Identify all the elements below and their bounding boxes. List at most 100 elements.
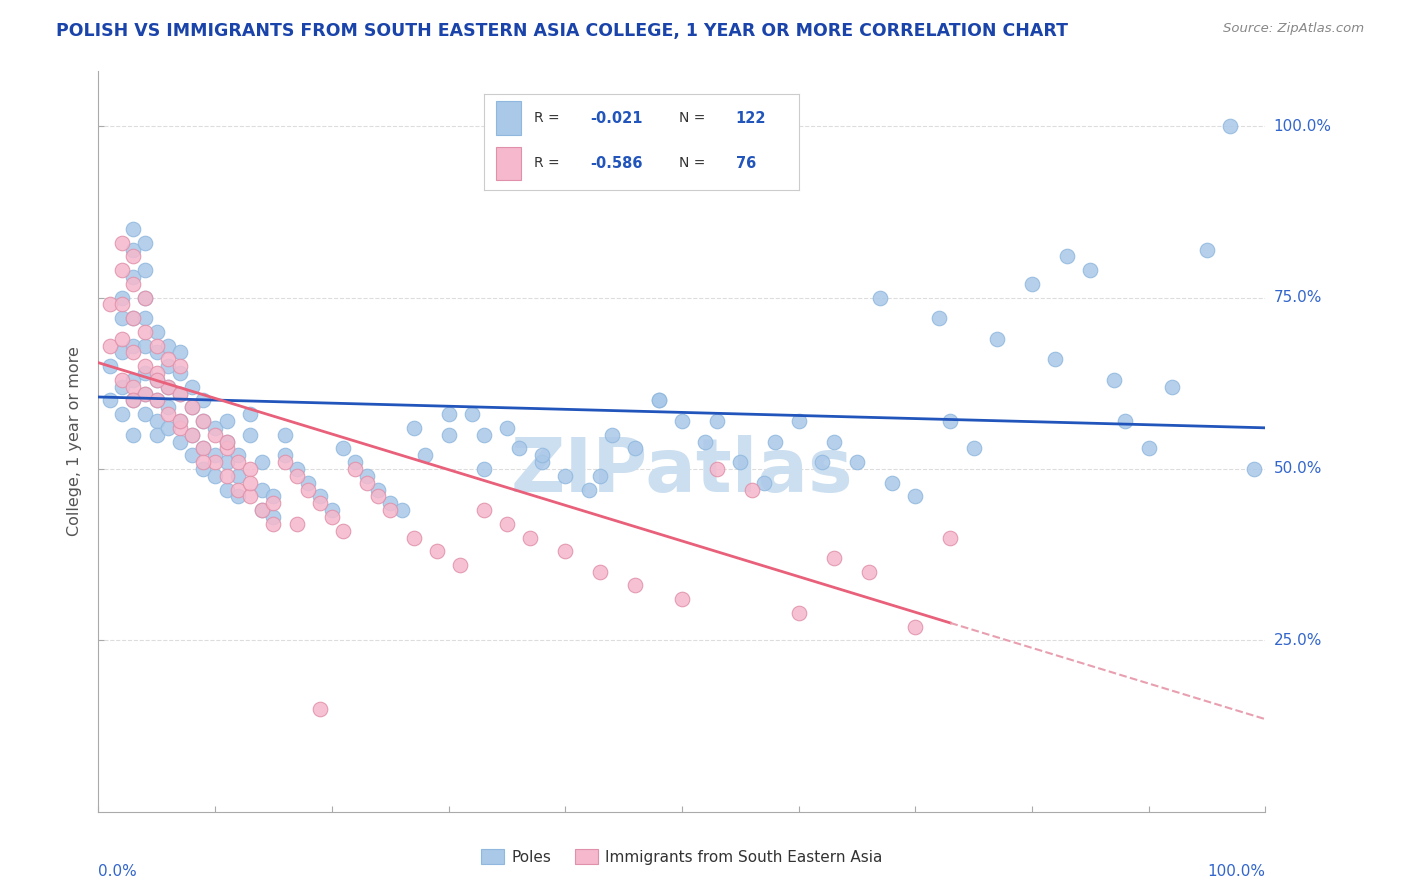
Point xyxy=(122,270,145,285)
Point xyxy=(402,421,425,435)
Point xyxy=(589,468,612,483)
Point xyxy=(239,489,262,503)
Point xyxy=(262,510,284,524)
Point xyxy=(367,489,389,503)
Point xyxy=(706,414,728,428)
Point xyxy=(122,373,145,387)
Point xyxy=(193,393,215,408)
Point xyxy=(274,455,297,469)
Point xyxy=(344,455,367,469)
Point xyxy=(204,455,226,469)
Point xyxy=(204,448,226,462)
Point xyxy=(169,345,191,359)
Point xyxy=(787,606,810,620)
Point xyxy=(204,421,226,435)
Point xyxy=(180,448,202,462)
Point xyxy=(134,263,156,277)
Point xyxy=(461,407,484,421)
Point xyxy=(193,455,215,469)
Point xyxy=(215,455,238,469)
Point xyxy=(122,393,145,408)
Point xyxy=(285,468,308,483)
Point xyxy=(193,414,215,428)
Point xyxy=(134,235,156,250)
Point xyxy=(134,386,156,401)
Point xyxy=(215,468,238,483)
Point xyxy=(262,489,284,503)
Point xyxy=(928,311,950,326)
Point xyxy=(169,434,191,449)
Point xyxy=(215,434,238,449)
Point xyxy=(413,448,436,462)
Point xyxy=(309,489,332,503)
Point xyxy=(823,551,845,566)
Point xyxy=(321,510,343,524)
Point xyxy=(671,414,693,428)
Point xyxy=(157,407,180,421)
Point xyxy=(554,468,576,483)
Y-axis label: College, 1 year or more: College, 1 year or more xyxy=(67,347,83,536)
Point xyxy=(321,503,343,517)
Point xyxy=(1219,119,1241,133)
Point xyxy=(146,325,169,339)
Point xyxy=(846,455,869,469)
Point xyxy=(169,386,191,401)
Point xyxy=(285,516,308,531)
Point xyxy=(1137,442,1160,456)
Point xyxy=(122,277,145,291)
Point xyxy=(122,311,145,326)
Point xyxy=(530,455,553,469)
Point xyxy=(180,427,202,442)
Point xyxy=(134,291,156,305)
Point xyxy=(134,291,156,305)
Point xyxy=(600,427,623,442)
Point xyxy=(239,462,262,476)
Point xyxy=(986,332,1008,346)
Point xyxy=(239,475,262,490)
Point xyxy=(356,468,378,483)
Point xyxy=(706,462,728,476)
Point xyxy=(250,483,273,497)
Point xyxy=(111,407,134,421)
Point xyxy=(146,366,169,380)
Point xyxy=(904,619,927,633)
Point xyxy=(472,503,495,517)
Point xyxy=(426,544,449,558)
Point xyxy=(647,393,669,408)
Point xyxy=(1195,243,1218,257)
Point xyxy=(1080,263,1102,277)
Point xyxy=(1161,380,1184,394)
Point xyxy=(111,291,134,305)
Point xyxy=(157,421,180,435)
Point xyxy=(169,359,191,373)
Text: Source: ZipAtlas.com: Source: ZipAtlas.com xyxy=(1223,22,1364,36)
Point xyxy=(146,373,169,387)
Text: ZIPatlas: ZIPatlas xyxy=(510,434,853,508)
Point xyxy=(180,401,202,415)
Point xyxy=(98,359,121,373)
Point xyxy=(869,291,891,305)
Legend: Poles, Immigrants from South Eastern Asia: Poles, Immigrants from South Eastern Asi… xyxy=(475,843,889,871)
Point xyxy=(134,407,156,421)
Point xyxy=(1056,250,1078,264)
Point xyxy=(215,414,238,428)
Point xyxy=(122,243,145,257)
Point xyxy=(146,373,169,387)
Point xyxy=(880,475,903,490)
Point xyxy=(228,448,250,462)
Point xyxy=(122,222,145,236)
Point xyxy=(437,407,460,421)
Point xyxy=(624,578,647,592)
Point xyxy=(111,311,134,326)
Point xyxy=(169,414,191,428)
Point xyxy=(146,427,169,442)
Point xyxy=(180,401,202,415)
Point xyxy=(122,311,145,326)
Point xyxy=(157,338,180,352)
Point xyxy=(122,393,145,408)
Point xyxy=(391,503,413,517)
Point xyxy=(274,448,297,462)
Point xyxy=(858,565,880,579)
Point xyxy=(530,448,553,462)
Text: 50.0%: 50.0% xyxy=(1274,461,1322,476)
